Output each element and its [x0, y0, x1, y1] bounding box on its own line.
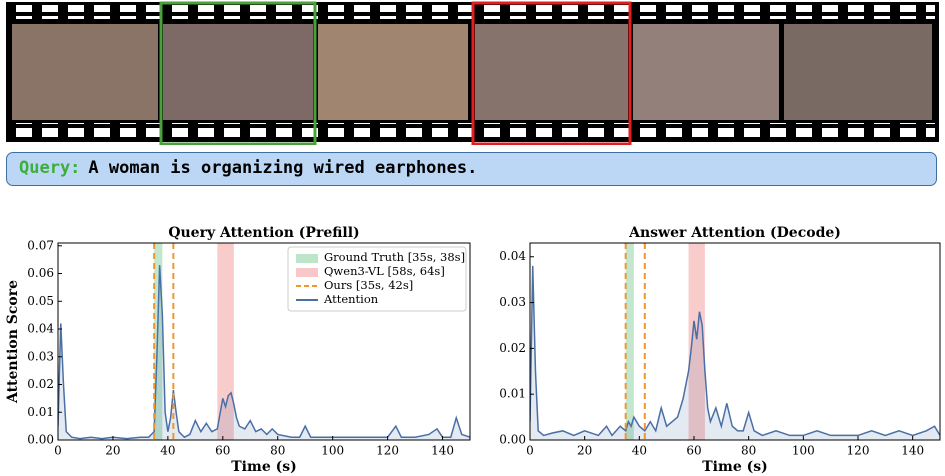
attention-line — [530, 266, 940, 436]
x-axis-label: Time (s) — [231, 459, 296, 475]
query-box: Query: A woman is organizing wired earpho… — [6, 152, 937, 186]
x-tick-label: 20 — [105, 444, 120, 458]
area-fill — [530, 266, 940, 440]
legend-swatch — [296, 268, 318, 277]
x-tick-label: 60 — [686, 444, 701, 458]
x-tick-label: 40 — [632, 444, 647, 458]
chart-title: Answer Attention (Decode) — [628, 225, 841, 241]
page: {"query": {"label": "Query:", "text": "A… — [0, 0, 945, 476]
x-tick-label: 140 — [901, 444, 924, 458]
y-tick-label: 0.01 — [27, 405, 54, 419]
frame — [784, 24, 932, 120]
legend-label: Attention — [323, 292, 379, 306]
y-tick-label: 0.00 — [499, 433, 526, 447]
x-tick-label: 80 — [741, 444, 756, 458]
x-tick-label: 0 — [526, 444, 534, 458]
x-tick-label: 0 — [54, 444, 62, 458]
chart-title: Query Attention (Prefill) — [168, 225, 359, 241]
y-tick-label: 0.07 — [27, 238, 54, 252]
x-tick-label: 60 — [215, 444, 230, 458]
y-tick-label: 0.00 — [27, 433, 54, 447]
legend-label: Ours [35s, 42s] — [324, 278, 413, 292]
film-strip — [0, 0, 945, 145]
legend-label: Qwen3-VL [58s, 64s] — [324, 264, 445, 278]
y-tick-label: 0.02 — [27, 377, 54, 391]
legend-label: Ground Truth [35s, 38s] — [324, 250, 465, 264]
y-tick-label: 0.06 — [27, 266, 54, 280]
plot-frame — [530, 243, 940, 440]
x-tick-label: 40 — [160, 444, 175, 458]
query-label: Query: — [19, 158, 80, 178]
frame — [12, 24, 158, 120]
x-tick-label: 120 — [847, 444, 870, 458]
y-tick-label: 0.03 — [499, 295, 526, 309]
legend-swatch — [296, 254, 318, 263]
span — [626, 243, 634, 440]
y-tick-label: 0.03 — [27, 349, 54, 363]
frame — [163, 24, 313, 120]
y-tick-label: 0.05 — [27, 294, 54, 308]
y-tick-label: 0.04 — [27, 322, 54, 336]
x-tick-label: 20 — [577, 444, 592, 458]
charts: 0.00 0.01 0.02 0.03 0.04 0.05 0.06 0.07 0 20 40 60 8… — [0, 194, 945, 476]
y-tick-label: 0.04 — [499, 249, 526, 263]
x-axis-label: Time (s) — [702, 459, 767, 475]
frame — [633, 24, 779, 120]
x-tick-label: 140 — [431, 444, 454, 458]
frame — [475, 24, 628, 120]
x-tick-label: 100 — [792, 444, 815, 458]
y-axis-label: Attention Score — [5, 280, 21, 404]
x-tick-label: 100 — [321, 444, 344, 458]
plot-area — [530, 243, 940, 440]
y-tick-label: 0.02 — [499, 341, 526, 355]
query-text: A woman is organizing wired earphones. — [88, 158, 477, 178]
x-tick-label: 120 — [376, 444, 399, 458]
frame — [318, 24, 468, 120]
y-tick-label: 0.01 — [499, 387, 526, 401]
x-tick-label: 80 — [270, 444, 285, 458]
